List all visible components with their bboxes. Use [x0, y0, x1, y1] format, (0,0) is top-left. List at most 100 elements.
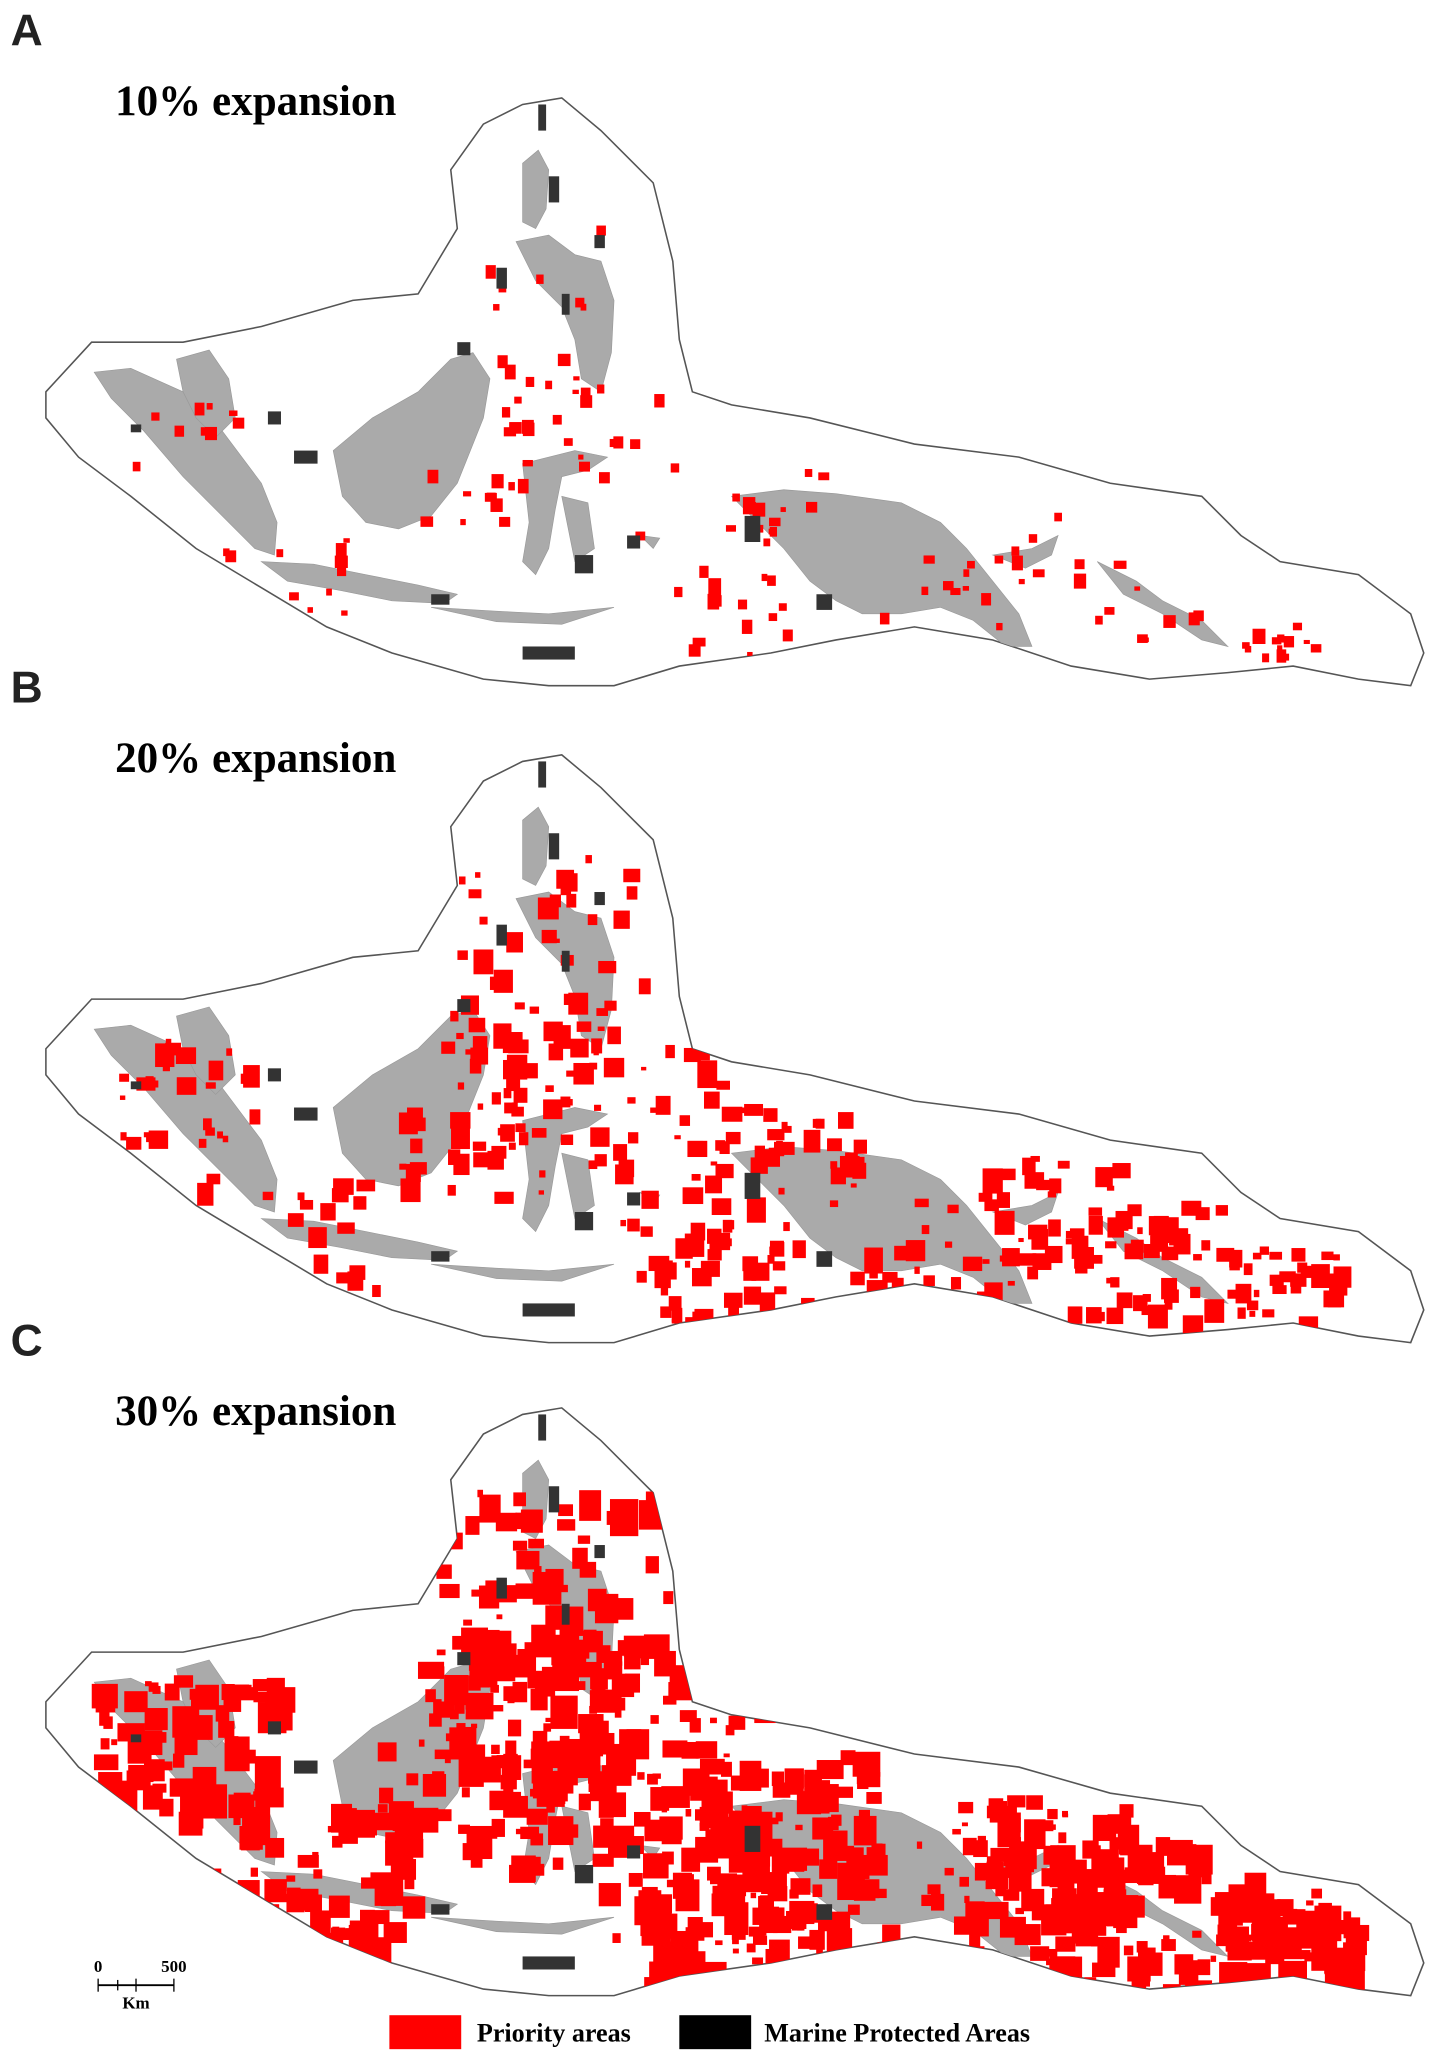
priority-area [521, 419, 534, 434]
priority-area [238, 1948, 246, 1958]
priority-area [450, 1010, 459, 1022]
priority-area [174, 1853, 188, 1865]
priority-area [996, 622, 1003, 631]
priority-area [328, 1895, 350, 1918]
priority-area [1095, 615, 1103, 625]
priority-area [490, 498, 503, 512]
priority-area [503, 1059, 517, 1080]
priority-area [203, 1868, 222, 1891]
priority-area [472, 1141, 487, 1151]
priority-area [685, 1317, 705, 1330]
priority-area [470, 1858, 483, 1868]
priority-area [400, 1178, 421, 1203]
priority-area [679, 1710, 697, 1723]
priority-area [769, 517, 781, 527]
priority-area [503, 1795, 528, 1818]
priority-area [270, 1904, 280, 1911]
priority-area [1246, 1963, 1271, 1994]
priority-area [1259, 1246, 1269, 1255]
priority-area [400, 1814, 424, 1841]
priority-area [732, 1948, 739, 1954]
priority-area [578, 1793, 591, 1811]
priority-area [597, 384, 605, 394]
priority-area [1279, 1271, 1296, 1283]
priority-area [630, 439, 641, 450]
priority-area [714, 1784, 726, 1800]
priority-area [534, 1566, 542, 1576]
priority-area [471, 1589, 480, 1597]
priority-area [463, 1619, 473, 1626]
priority-area [746, 1707, 754, 1715]
priority-area [729, 1695, 738, 1704]
priority-area [504, 1102, 515, 1114]
priority-area [623, 1635, 647, 1657]
marine-protected-area [496, 1577, 507, 1599]
priority-area [711, 1198, 732, 1216]
priority-area [520, 1509, 543, 1533]
priority-area [716, 1080, 730, 1090]
priority-area [548, 1043, 564, 1061]
priority-area [1065, 1238, 1073, 1245]
priority-area [1274, 1904, 1288, 1915]
landmass [176, 349, 236, 438]
priority-area [566, 1070, 574, 1077]
priority-area [647, 1773, 658, 1785]
priority-area [723, 1292, 743, 1308]
priority-area [707, 1324, 716, 1330]
map-panel: B 20% expansion [11, 664, 1425, 1344]
priority-area [1011, 555, 1023, 571]
priority-area [977, 1835, 986, 1842]
priority-area [460, 519, 466, 526]
priority-area [1250, 1900, 1257, 1907]
priority-area [609, 1598, 634, 1620]
priority-area [1215, 1205, 1228, 1216]
priority-area [739, 1107, 746, 1114]
priority-area [850, 1183, 857, 1188]
priority-area [999, 1255, 1009, 1262]
priority-area [216, 1905, 231, 1921]
priority-area [769, 1817, 779, 1825]
priority-area [691, 1268, 712, 1287]
priority-area [1147, 1304, 1168, 1329]
priority-area [477, 1489, 484, 1498]
priority-area [725, 1131, 741, 1145]
priority-area [655, 1095, 671, 1115]
priority-area [715, 1163, 734, 1179]
priority-area [195, 1933, 210, 1952]
priority-area [578, 454, 584, 460]
priority-area [429, 1713, 442, 1727]
priority-area [1252, 628, 1266, 645]
priority-area [250, 1867, 258, 1877]
priority-area [447, 1184, 456, 1196]
priority-area [660, 1306, 672, 1318]
priority-area [1026, 1795, 1043, 1810]
priority-area [953, 1916, 980, 1935]
priority-area [1262, 653, 1270, 663]
priority-area [1118, 1836, 1135, 1855]
priority-area [505, 1740, 517, 1755]
priority-area [337, 567, 347, 577]
priority-area [435, 1699, 442, 1707]
priority-area [1311, 1888, 1323, 1899]
priority-area [1018, 578, 1025, 585]
priority-area [457, 1082, 465, 1090]
priority-area [768, 613, 778, 622]
priority-area [331, 1927, 346, 1940]
priority-area [347, 1966, 377, 1996]
priority-area [1002, 1248, 1020, 1267]
priority-area [241, 1923, 252, 1934]
priority-area [898, 1288, 914, 1309]
priority-area [345, 1928, 352, 1934]
marine-protected-area [431, 1251, 450, 1262]
priority-area [572, 1547, 588, 1569]
priority-area [643, 1853, 669, 1879]
priority-area [490, 1503, 500, 1514]
priority-area [1033, 1833, 1039, 1840]
priority-area [787, 1994, 793, 1996]
priority-area [297, 1192, 305, 1201]
priority-area [1055, 1893, 1065, 1903]
priority-area [293, 1964, 303, 1974]
priority-area [212, 1283, 225, 1297]
priority-area [233, 1814, 241, 1826]
priority-area [767, 1254, 775, 1264]
